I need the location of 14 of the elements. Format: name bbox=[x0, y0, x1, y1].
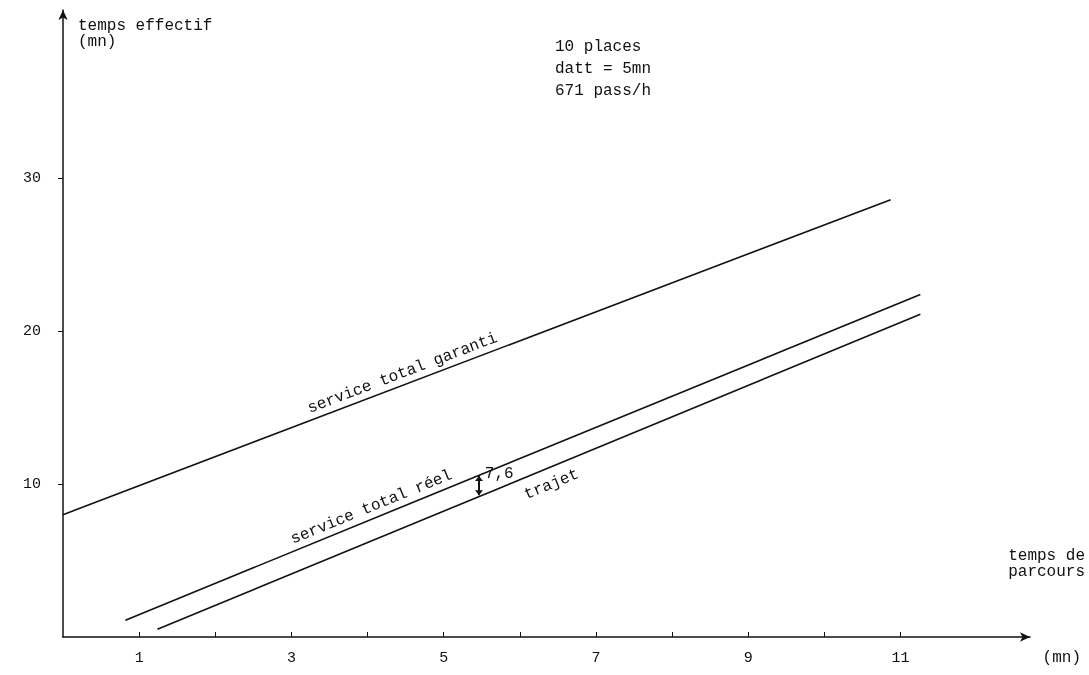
x-tick-label: 5 bbox=[439, 650, 449, 667]
x-tick-label: 3 bbox=[286, 650, 296, 667]
annotation: 7,6 bbox=[484, 465, 514, 484]
y-axis-title: temps effectif (mn) bbox=[78, 17, 213, 51]
x-tick-label: 7 bbox=[591, 650, 601, 667]
x-axis-title: temps de parcours bbox=[1008, 547, 1085, 581]
text: (mn) bbox=[1042, 649, 1081, 667]
y-tick-label: 10 bbox=[22, 475, 41, 493]
y-tick-label: 20 bbox=[22, 322, 41, 340]
x-tick-label: 11 bbox=[891, 650, 910, 667]
annotation: 10 places datt = 5mn 671 pass/h bbox=[555, 38, 652, 100]
y-tick-label: 30 bbox=[22, 169, 41, 187]
x-tick-label: 9 bbox=[743, 650, 753, 667]
x-tick-label: 1 bbox=[134, 650, 144, 667]
